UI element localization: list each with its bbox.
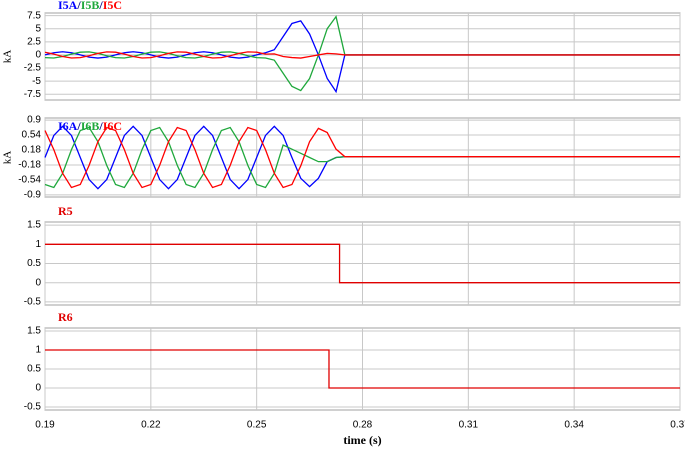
legend-separator: / (98, 0, 103, 12)
y-tick-label: 0.5 (27, 258, 41, 269)
y-axis-label: kA (2, 151, 14, 165)
y-tick-label: -0.5 (24, 402, 42, 413)
y-tick-label: -7.5 (24, 89, 42, 100)
y-tick-label: -2.5 (24, 63, 42, 74)
legend-entry: R5 (58, 204, 73, 218)
legend-separator: / (76, 119, 81, 133)
legend-entry: I5B (81, 0, 100, 12)
legend: I5A/I5B/I5C (58, 0, 122, 12)
y-tick-label: 5 (35, 23, 41, 34)
legend-separator: / (98, 119, 103, 133)
y-tick-label: 0.54 (22, 130, 42, 141)
y-tick-label: 7.5 (27, 10, 41, 21)
y-tick-label: 0.9 (27, 115, 41, 126)
x-tick-label: 0.28 (353, 420, 373, 431)
y-tick-label: -0.5 (24, 297, 42, 308)
y-tick-label: -0.54 (18, 175, 41, 186)
y-tick-label: 0 (35, 383, 41, 394)
y-tick-label: 1.5 (27, 326, 41, 337)
y-tick-label: 0.5 (27, 364, 41, 375)
y-tick-label: 1.5 (27, 220, 41, 231)
y-tick-label: -5 (32, 76, 41, 87)
legend-entry: R6 (58, 310, 73, 324)
y-tick-label: 1 (35, 239, 41, 250)
series-line (44, 126, 680, 189)
y-tick-label: -0.18 (18, 160, 41, 171)
series-line (44, 51, 680, 59)
legend: R5 (58, 204, 73, 218)
x-tick-label: 0.25 (247, 420, 267, 431)
legend-entry: I6C (103, 119, 122, 133)
x-tick-label: 0.31 (459, 420, 479, 431)
y-tick-label: 2.5 (27, 36, 41, 47)
y-tick-label: 0 (35, 50, 41, 61)
x-axis-label: time (s) (343, 433, 381, 447)
y-tick-label: 0.18 (22, 145, 42, 156)
series-line (45, 243, 680, 284)
y-axis-label: kA (2, 50, 14, 64)
x-tick-label: 0.37 (670, 420, 685, 431)
legend-entry: I6B (81, 119, 100, 133)
legend-entry: I6A (58, 119, 78, 133)
x-tick-label: 0.19 (35, 420, 55, 431)
x-tick-label: 0.22 (141, 420, 161, 431)
series-line (44, 125, 680, 190)
legend-separator: / (76, 0, 81, 12)
legend: I6A/I6B/I6C (58, 119, 122, 133)
legend: R6 (58, 310, 73, 324)
y-tick-label: 0 (35, 277, 41, 288)
legend-entry: I5C (103, 0, 122, 12)
x-tick-label: 0.34 (564, 420, 584, 431)
series-line (45, 349, 680, 389)
series-line (44, 126, 680, 189)
y-tick-label: 1 (35, 345, 41, 356)
y-tick-label: -0.9 (24, 190, 42, 201)
legend-entry: I5A (58, 0, 78, 12)
series-line (44, 20, 680, 94)
